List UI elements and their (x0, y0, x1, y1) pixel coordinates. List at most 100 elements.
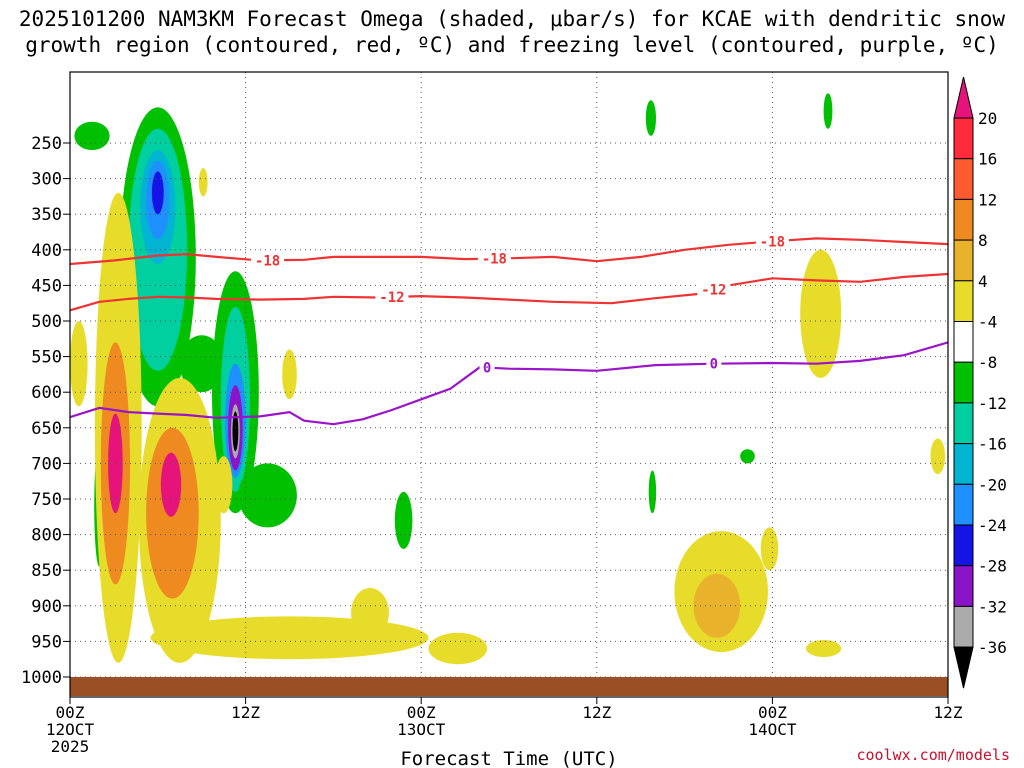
y-tick-label-950: 950 (31, 632, 62, 652)
colorbar-label-9: -20 (978, 475, 1007, 494)
dgz-minus18-label-2: -18 (760, 234, 785, 250)
dgz-minus12-label-bg-0 (375, 289, 409, 306)
x-tick-label-36-0: 12Z (582, 703, 611, 722)
upward-51h-green (823, 93, 833, 129)
downward-51h-yellow (800, 249, 842, 378)
colorbar-box-2 (953, 198, 974, 241)
colorbar-box-0 (953, 117, 974, 160)
colorbar-box-12 (953, 605, 974, 648)
downward-27h-yellow (428, 632, 488, 665)
upward-18h-green (394, 491, 413, 549)
temperature-contours: -18 -18 -18 -12 -12 0 0 (70, 233, 948, 426)
x-axis-label: Forecast Time (UTC) (400, 748, 617, 768)
y-tick-label-650: 650 (31, 419, 62, 439)
colorbar: 20 16 12 8 4 -4 -8 -12 -16 -20 -24 -28 -32 -36 (953, 76, 1007, 689)
y-tick-label-800: 800 (31, 526, 62, 546)
dgz-minus12-label-bg-1 (697, 281, 731, 298)
colorbar-label-3: 8 (978, 231, 988, 250)
colorbar-label-12: -32 (978, 597, 1007, 616)
gridlines (70, 72, 948, 697)
dgz-minus12-label-1: -12 (701, 283, 726, 299)
y-tick-label-250: 250 (31, 134, 62, 154)
colorbar-box-6 (953, 361, 974, 404)
y-tick-label-750: 750 (31, 490, 62, 510)
y-tick-label-900: 900 (31, 597, 62, 617)
colorbar-label-1: 16 (978, 150, 997, 169)
ground-strip (70, 677, 948, 696)
y-tick-label-700: 700 (31, 454, 62, 474)
freezing-level-0-label-1: 0 (710, 357, 718, 373)
upward-12z-black (232, 411, 239, 452)
dgz-minus12-label-0: -12 (379, 290, 404, 306)
y-tick-label-500: 500 (31, 312, 62, 332)
downward-51h-low-yellow (806, 640, 842, 657)
y-tick-label-850: 850 (31, 561, 62, 581)
colorbar-label-6: -8 (978, 353, 997, 372)
upward-left-green (74, 121, 110, 151)
downward-43h-orange (693, 573, 741, 638)
colorbar-label-7: -12 (978, 394, 1007, 413)
colorbar-label-11: -28 (978, 557, 1007, 576)
x-tick-label-60-0: 12Z (934, 703, 963, 722)
colorbar-box-7 (953, 402, 974, 445)
colorbar-label-5: -4 (978, 313, 997, 332)
x-tick-label-24-0: 00Z (407, 703, 436, 722)
colorbar-label-4: 4 (978, 272, 988, 291)
x-tick-label-48-1: 14OCT (748, 720, 797, 739)
colorbar-label-8: -16 (978, 435, 1007, 454)
downward-20h-yellow (351, 588, 389, 638)
y-tick-label-1000: 1000 (21, 668, 62, 688)
downward-7h-magenta (160, 452, 182, 517)
plot-frame (69, 71, 949, 698)
colorbar-box-11 (953, 565, 974, 607)
colorbar-label-10: -24 (978, 516, 1007, 535)
x-tick-label-0-1: 12OCT (46, 720, 95, 739)
y-tick-label-550: 550 (31, 348, 62, 368)
colorbar-top-arrow (953, 76, 974, 119)
downward-left-yellow (70, 321, 88, 407)
downward-mid-yellow (282, 349, 297, 400)
downward-47h-yellow (760, 527, 779, 571)
y-tick-label-400: 400 (31, 241, 62, 261)
chart-title-line-1: 2025101200 NAM3KM Forecast Omega (shaded… (18, 7, 1006, 31)
colorbar-bottom-arrow (953, 646, 974, 689)
freezing-level-0-label-0: 0 (483, 361, 491, 377)
upward-core-navy (151, 171, 164, 215)
dgz-minus18-label-1: -18 (482, 252, 507, 268)
colorbar-box-4 (953, 280, 974, 322)
omega-shading (70, 93, 946, 665)
y-tick-label-450: 450 (31, 276, 62, 296)
y-tick-label-300: 300 (31, 170, 62, 190)
x-tick-label-24-1: 13OCT (397, 720, 446, 739)
colorbar-box-10 (953, 524, 974, 567)
upward-39h-green (645, 100, 657, 136)
dgz-minus18-label-bg-1 (477, 250, 511, 267)
colorbar-box-1 (953, 158, 974, 200)
downward-300-yellow (198, 168, 208, 197)
x-tick-label-0-2: 2025 (51, 737, 90, 756)
upward-38h-green (648, 470, 657, 514)
y-tick-label-600: 600 (31, 383, 62, 403)
chart-title-line-2: growth region (contoured, red, ºC) and f… (25, 33, 999, 57)
downward-near-12z-yellow (214, 456, 233, 514)
credit-link[interactable]: coolwx.com/models (856, 746, 1010, 764)
freezing-level-0-line (70, 341, 948, 426)
colorbar-label-13: -36 (978, 638, 1007, 657)
dgz-minus18-label-bg-2 (755, 233, 789, 250)
dgz-minus12-line (70, 272, 948, 312)
colorbar-box-3 (953, 239, 974, 282)
upward-46h-green (740, 449, 755, 464)
y-axis: 250 300 350 400 450 500 550 600 650 700 750 800 850 9… (21, 134, 70, 688)
upward-low-green (238, 463, 297, 528)
x-tick-label-0-0: 00Z (56, 703, 85, 722)
downward-59h-yellow (930, 438, 946, 475)
y-tick-label-350: 350 (31, 205, 62, 225)
x-tick-label-12-0: 12Z (231, 703, 260, 722)
colorbar-box-5 (953, 321, 974, 363)
colorbar-box-8 (953, 443, 974, 485)
colorbar-label-2: 12 (978, 190, 997, 209)
colorbar-box-9 (953, 483, 974, 526)
freezing-level-0-label-bg-1 (706, 355, 722, 372)
